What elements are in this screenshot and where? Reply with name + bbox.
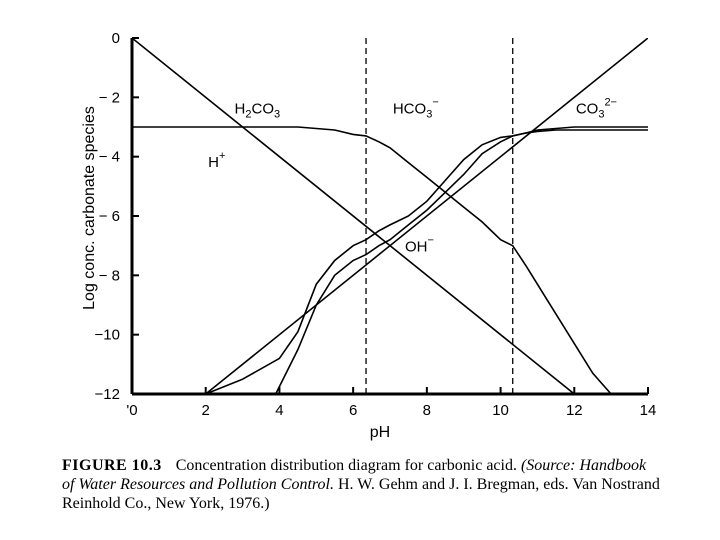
caption-source-rest: H. W. Gehm and J. I. Bregman, eds. Van N… <box>62 476 660 512</box>
figure-caption: FIGURE 10.3 Concentration distribution d… <box>62 456 662 513</box>
species-labels: H2CO3 HCO3− CO32− H+ OH− <box>208 97 617 256</box>
species-label: H2CO3 <box>235 101 281 121</box>
species-label: CO32− <box>576 97 617 121</box>
caption-source-title: Handbook of Water Resources and Pollutio… <box>62 457 647 493</box>
x-tick-label: '0 <box>126 402 137 419</box>
caption-text: Concentration distribution diagram for c… <box>175 457 517 474</box>
x-tick-label: 10 <box>492 402 509 419</box>
x-tick-label: 6 <box>349 402 357 419</box>
y-ticks: 0 − 2 − 4 − 6 − 8 −10 −12 <box>95 30 139 403</box>
x-tick-label: 14 <box>640 402 657 419</box>
y-tick-label: −12 <box>95 386 120 403</box>
series-layer <box>132 38 648 394</box>
x-tick-label: 4 <box>275 402 283 419</box>
y-tick-label: − 4 <box>99 149 120 166</box>
x-tick-label: 2 <box>202 402 210 419</box>
y-tick-label: − 2 <box>99 89 120 106</box>
series-line-oh <box>204 38 648 394</box>
series-line-hco3 <box>205 129 648 394</box>
y-tick-label: − 8 <box>99 267 120 284</box>
x-tick-label: 8 <box>423 402 431 419</box>
caption-source-prefix: (Source: <box>520 457 576 474</box>
x-ticks: '0 2 4 6 8 10 12 14 <box>126 387 656 419</box>
species-label: OH− <box>405 235 434 256</box>
y-axis-title: Log conc. carbonate species <box>81 106 98 310</box>
y-tick-label: − 6 <box>99 208 120 225</box>
series-line-h2co3 <box>132 126 613 394</box>
x-axis-title: pH <box>370 424 390 441</box>
species-label: HCO3− <box>393 97 439 121</box>
y-tick-label: −10 <box>95 327 120 344</box>
x-tick-label: 12 <box>566 402 583 419</box>
series-line-co3-2 <box>274 126 648 394</box>
reference-lines <box>365 38 514 394</box>
y-tick-label: 0 <box>112 30 120 47</box>
axes: '0 2 4 6 8 10 12 14 0 − 2 − 4 − 6 − 8 −10 −12 <box>95 30 657 419</box>
species-label: H+ <box>208 150 225 171</box>
figure-label: FIGURE 10.3 <box>62 457 162 474</box>
